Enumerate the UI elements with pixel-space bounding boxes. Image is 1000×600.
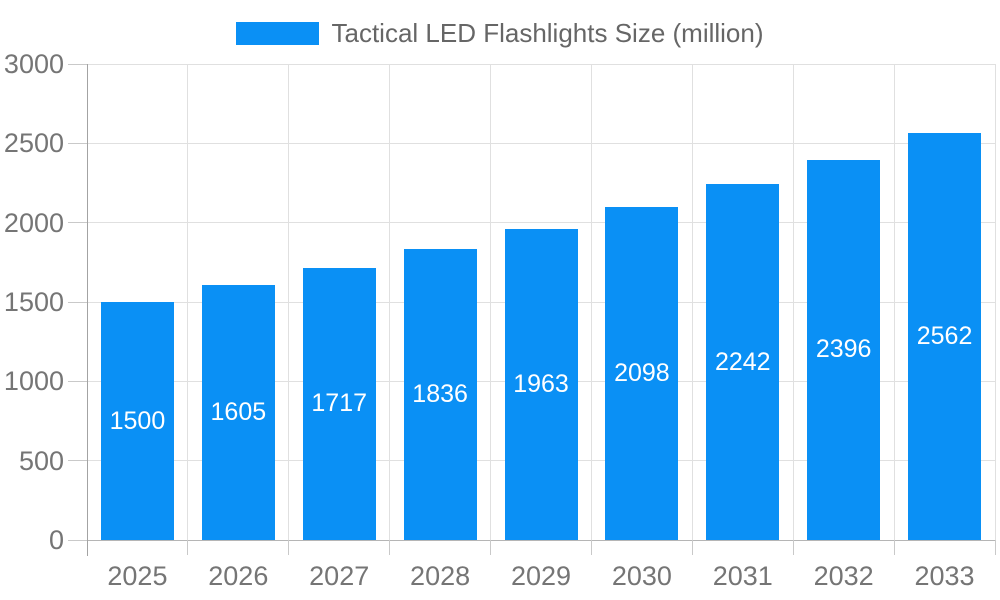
- bar-value-label: 1500: [109, 406, 166, 435]
- y-axis-tick: [68, 63, 87, 65]
- x-axis-tick: [893, 540, 895, 555]
- x-axis-line: [87, 539, 995, 541]
- x-tick-label-2025: 2025: [107, 561, 168, 591]
- y-tick-label-2500: 2500: [3, 128, 64, 159]
- bar-value-label: 1963: [513, 369, 569, 398]
- x-tick-label-2028: 2028: [410, 561, 471, 591]
- x-tick-label-2031: 2031: [712, 561, 773, 591]
- y-axis-tick: [68, 142, 87, 144]
- vertical-gridline: [792, 64, 794, 540]
- x-axis-tick: [490, 540, 492, 555]
- bar-2031[interactable]: 2242: [706, 184, 780, 540]
- x-axis-tick: [187, 540, 189, 555]
- y-tick-label-3000: 3000: [3, 49, 64, 79]
- bar-2025[interactable]: 1500: [100, 302, 174, 540]
- x-axis-tick: [590, 540, 592, 555]
- legend[interactable]: Tactical LED Flashlights Size (million): [0, 18, 1000, 49]
- horizontal-gridline: [87, 63, 995, 65]
- x-tick-label-2033: 2033: [914, 561, 975, 591]
- bar-value-label: 1717: [311, 389, 368, 418]
- bar-2033[interactable]: 2562: [908, 133, 982, 540]
- y-axis-tick: [68, 380, 87, 382]
- vertical-gridline: [490, 64, 492, 540]
- bar-2026[interactable]: 1605: [201, 285, 275, 540]
- bar-2030[interactable]: 2098: [605, 207, 679, 540]
- y-tick-label-500: 500: [18, 445, 64, 476]
- x-tick-label-2030: 2030: [611, 561, 672, 591]
- y-axis-tick: [68, 301, 87, 303]
- x-tick-label-2029: 2029: [510, 561, 572, 591]
- bar-2027[interactable]: 1717: [302, 267, 376, 540]
- legend-swatch-icon: [236, 22, 320, 45]
- y-axis-tick: [68, 222, 87, 224]
- x-axis-tick: [792, 540, 794, 555]
- bar-value-label: 1836: [412, 379, 468, 408]
- x-tick-label-2032: 2032: [813, 561, 874, 591]
- y-axis-tick: [68, 460, 87, 462]
- x-axis-tick: [288, 540, 290, 555]
- horizontal-gridline: [87, 222, 995, 224]
- x-axis-tick: [994, 540, 996, 555]
- y-tick-label-2000: 2000: [3, 207, 64, 238]
- bar-2028[interactable]: 1836: [403, 248, 477, 540]
- bar-2029[interactable]: 1963: [504, 228, 578, 540]
- y-axis-tick: [68, 539, 87, 541]
- bar-value-label: 1605: [210, 398, 267, 427]
- x-tick-label-2027: 2027: [309, 561, 370, 591]
- bar-2032[interactable]: 2396: [807, 159, 881, 540]
- bar-value-label: 2396: [815, 335, 872, 364]
- x-tick-label-2026: 2026: [208, 561, 269, 591]
- vertical-gridline: [187, 64, 189, 540]
- y-tick-label-1000: 1000: [3, 366, 64, 397]
- bar-value-label: 2242: [714, 347, 771, 376]
- x-axis-tick: [691, 540, 693, 555]
- horizontal-gridline: [87, 142, 995, 144]
- bar-value-label: 2098: [614, 359, 670, 388]
- plot-area: 1500 1605 1717 1836 1963 2098 2242 2396 2562 0 500…: [4, 49, 996, 591]
- vertical-gridline: [691, 64, 693, 540]
- bar-value-label: 2562: [916, 322, 973, 351]
- y-tick-label-1500: 1500: [3, 287, 64, 317]
- legend-label: Tactical LED Flashlights Size (million): [331, 18, 764, 48]
- vertical-gridline: [389, 64, 391, 540]
- vertical-gridline: [994, 64, 996, 540]
- vertical-gridline: [893, 64, 895, 540]
- x-axis-tick: [389, 540, 391, 555]
- vertical-gridline: [288, 64, 290, 540]
- y-tick-label-0: 0: [48, 525, 64, 555]
- vertical-gridline: [590, 64, 592, 540]
- y-axis-line: [87, 64, 88, 556]
